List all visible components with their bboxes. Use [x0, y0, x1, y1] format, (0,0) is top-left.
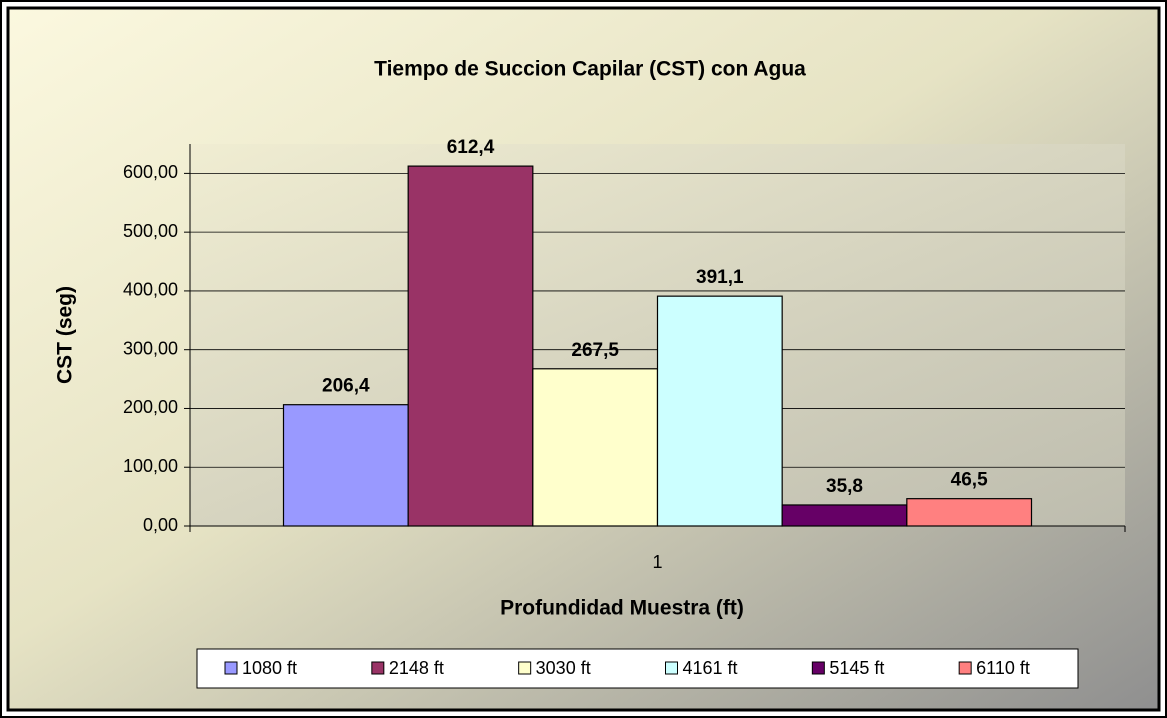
- data-label: 391,1: [696, 267, 744, 288]
- y-tick-label: 0,00: [143, 515, 178, 535]
- legend-swatch: [958, 661, 972, 675]
- x-tick-label: 1: [652, 552, 662, 572]
- bar: [407, 165, 534, 527]
- bar: [656, 295, 783, 527]
- legend-label: 2148 ft: [389, 658, 444, 678]
- data-label: 267,5: [571, 340, 619, 361]
- legend-label: 1080 ft: [242, 658, 297, 678]
- legend: [196, 648, 1079, 689]
- legend-label: 5145 ft: [829, 658, 884, 678]
- y-tick-label: 400,00: [123, 280, 178, 300]
- data-label: 46,5: [951, 470, 988, 491]
- y-tick-label: 500,00: [123, 221, 178, 241]
- legend-swatch: [224, 661, 238, 675]
- legend-swatch: [518, 661, 532, 675]
- x-axis-label: Profundidad Muestra (ft): [500, 597, 744, 620]
- chart-title: Tiempo de Succion Capilar (CST) con Agua: [374, 58, 806, 81]
- y-tick-label: 600,00: [123, 162, 178, 182]
- data-label: 612,4: [447, 137, 495, 158]
- legend-swatch: [665, 661, 678, 675]
- legend-label: 3030 ft: [536, 658, 591, 678]
- y-axis-label: CST (seg): [54, 286, 77, 384]
- legend-swatch: [371, 661, 385, 675]
- bar: [532, 368, 659, 527]
- data-label: 35,8: [826, 476, 863, 497]
- data-label: 206,4: [322, 376, 370, 397]
- y-tick-label: 200,00: [123, 397, 178, 417]
- legend-label: 6110 ft: [976, 658, 1030, 678]
- bar: [781, 504, 908, 527]
- bar: [282, 404, 409, 527]
- legend-label: 4161 ft: [683, 658, 738, 678]
- y-tick-label: 300,00: [123, 338, 178, 358]
- y-tick-label: 100,00: [123, 456, 178, 476]
- legend-swatch: [811, 661, 825, 675]
- bar: [906, 498, 1033, 527]
